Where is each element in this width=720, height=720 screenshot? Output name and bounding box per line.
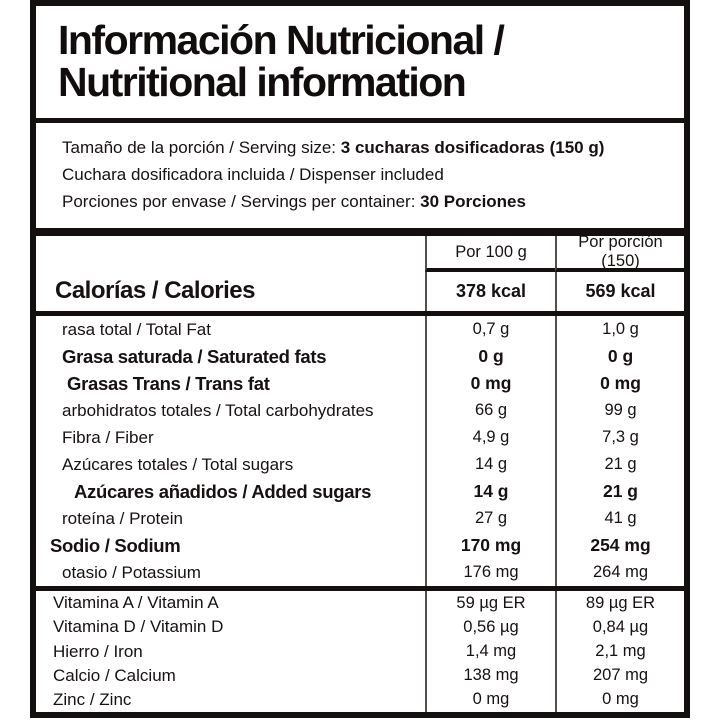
- value-per-100g: 0 mg: [425, 370, 555, 397]
- nutrient-name: Fibra / Fiber: [62, 427, 154, 447]
- micronutrient-row: Vitamina D / Vitamin D 0,56 µg 0,84 µg: [36, 615, 684, 640]
- dispenser-label: Cuchara dosificadora incluida / Dispense…: [62, 165, 444, 184]
- nutrient-name: Vitamina D / Vitamin D: [53, 617, 224, 637]
- nutrient-name: Sodio / Sodium: [50, 534, 181, 556]
- calories-label: Calorías / Calories: [55, 277, 255, 304]
- value-per-portion: 21 g: [555, 451, 684, 478]
- nutrient-name: Vitamina A / Vitamin A: [53, 593, 219, 613]
- value-per-portion: 0 mg: [555, 370, 684, 397]
- nutrient-name: otasio / Potassium: [62, 562, 201, 582]
- value-per-100g: 0 mg: [425, 687, 555, 713]
- nutrient-name: Hierro / Iron: [53, 641, 143, 661]
- value-per-100g: 1,4 mg: [425, 639, 555, 664]
- nutrient-row: otasio / Potassium 176 mg 264 mg: [36, 559, 684, 586]
- nutrition-label: Información Nutricional / Nutritional in…: [30, 0, 690, 718]
- nutrient-row: Azúcares totales / Total sugars 14 g 21 g: [36, 451, 684, 478]
- value-per-100g: 0,56 µg: [425, 615, 555, 640]
- title-line-english: Nutritional information: [58, 59, 467, 105]
- serving-size-label: Tamaño de la porción / Serving size:: [62, 138, 341, 157]
- value-per-100g: 14 g: [425, 451, 555, 478]
- value-per-portion: 21 g: [555, 478, 684, 505]
- nutrient-name: Azúcares añadidos / Added sugars: [74, 480, 372, 502]
- serving-size-value: 3 cucharas dosificadoras (150 g): [340, 138, 605, 157]
- serving-size-line: Tamaño de la porción / Serving size: 3 c…: [62, 134, 684, 161]
- value-per-100g: 4,9 g: [425, 424, 555, 451]
- nutrient-name: arbohidratos totales / Total carbohydrat…: [62, 400, 374, 420]
- dispenser-line: Cuchara dosificadora incluida / Dispense…: [62, 161, 684, 188]
- micronutrient-row: Zinc / Zinc 0 mg 0 mg: [36, 687, 684, 713]
- micronutrient-row: Calcio / Calcium 138 mg 207 mg: [36, 663, 684, 688]
- value-per-portion: 7,3 g: [555, 424, 684, 451]
- nutrient-name: Calcio / Calcium: [53, 665, 176, 685]
- servings-per-container-label: Porciones por envase / Servings per cont…: [62, 192, 421, 211]
- nutrient-row: roteína / Protein 27 g 41 g: [36, 505, 684, 532]
- column-header-per-100g: Por 100 g: [425, 236, 555, 272]
- nutrient-name: Grasa saturada / Saturated fats: [62, 345, 327, 367]
- nutrient-row: Grasas Trans / Trans fat 0 mg 0 mg: [36, 370, 684, 397]
- value-per-portion: 41 g: [555, 505, 684, 532]
- value-per-100g: 0,7 g: [425, 316, 555, 343]
- value-per-100g: 0 g: [425, 343, 555, 370]
- nutrient-row: Azúcares añadidos / Added sugars 14 g 21 g: [36, 478, 684, 505]
- calories-section: Calorías / Calories Por 100 g Por porció…: [36, 233, 684, 316]
- nutrient-name: Zinc / Zinc: [53, 689, 132, 709]
- value-per-portion: 89 µg ER: [555, 591, 684, 616]
- value-per-portion: 0 g: [555, 343, 684, 370]
- servings-per-container-line: Porciones por envase / Servings per cont…: [62, 188, 684, 215]
- nutrient-name: rasa total / Total Fat: [62, 319, 211, 339]
- value-per-portion: 254 mg: [555, 532, 684, 559]
- value-per-100g: 138 mg: [425, 663, 555, 688]
- title-line-spanish: Información Nutricional /: [58, 17, 505, 63]
- micronutrient-row: Hierro / Iron 1,4 mg 2,1 mg: [36, 639, 684, 664]
- calories-per-100g: 378 kcal: [425, 272, 555, 311]
- nutrient-row: Fibra / Fiber 4,9 g 7,3 g: [36, 424, 684, 451]
- nutrient-row: rasa total / Total Fat 0,7 g 1,0 g: [36, 316, 684, 343]
- nutrient-row: Sodio / Sodium 170 mg 254 mg: [36, 532, 684, 559]
- serving-info: Tamaño de la porción / Serving size: 3 c…: [36, 123, 684, 236]
- servings-per-container-value: 30 Porciones: [420, 192, 526, 211]
- nutrient-name: roteína / Protein: [62, 508, 183, 528]
- nutrient-name: Grasas Trans / Trans fat: [67, 372, 270, 394]
- nutrient-table: rasa total / Total Fat 0,7 g 1,0 g Grasa sa…: [36, 316, 684, 591]
- nutrient-name: Azúcares totales / Total sugars: [62, 454, 294, 474]
- value-per-100g: 176 mg: [425, 559, 555, 586]
- micronutrient-row: Vitamina A / Vitamin A 59 µg ER 89 µg ER: [36, 591, 684, 616]
- value-per-portion: 1,0 g: [555, 316, 684, 343]
- value-per-100g: 59 µg ER: [425, 591, 555, 616]
- nutrient-row: arbohidratos totales / Total carbohydrat…: [36, 397, 684, 424]
- value-per-portion: 207 mg: [555, 663, 684, 688]
- value-per-portion: 0 mg: [555, 687, 684, 713]
- value-per-100g: 27 g: [425, 505, 555, 532]
- calories-per-portion: 569 kcal: [555, 272, 684, 311]
- micronutrient-table: Vitamina A / Vitamin A 59 µg ER 89 µg ER Vi…: [36, 591, 684, 713]
- value-per-100g: 170 mg: [425, 532, 555, 559]
- value-per-portion: 99 g: [555, 397, 684, 424]
- value-per-portion: 0,84 µg: [555, 615, 684, 640]
- value-per-portion: 264 mg: [555, 559, 684, 586]
- value-per-100g: 66 g: [425, 397, 555, 424]
- value-per-100g: 14 g: [425, 478, 555, 505]
- value-per-portion: 2,1 mg: [555, 639, 684, 664]
- column-header-per-portion: Por porción (150): [555, 233, 684, 272]
- label-title: Información Nutricional / Nutritional in…: [36, 6, 684, 123]
